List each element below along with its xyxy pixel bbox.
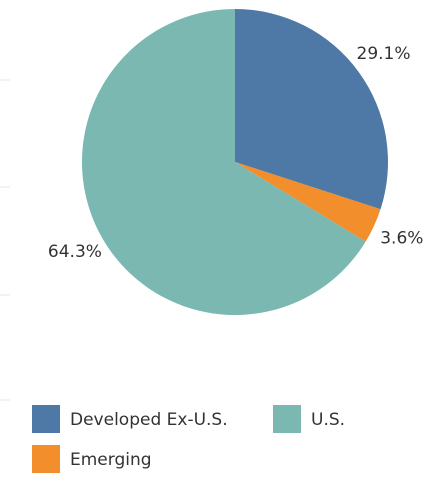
data-label: 64.3%	[48, 242, 102, 262]
pie-slice	[81, 9, 366, 315]
legend-label: Emerging	[70, 450, 152, 470]
legend-label: Developed Ex-U.S.	[70, 410, 228, 430]
data-label: 3.6%	[380, 229, 423, 249]
legend-swatch	[273, 405, 301, 433]
legend-label: U.S.	[311, 410, 345, 430]
legend-swatch	[32, 445, 60, 473]
pie-slice	[235, 9, 388, 210]
decoration	[0, 79, 10, 401]
pie-slice	[235, 162, 381, 242]
data-label: 29.1%	[357, 44, 411, 64]
legend-swatch	[32, 405, 60, 433]
